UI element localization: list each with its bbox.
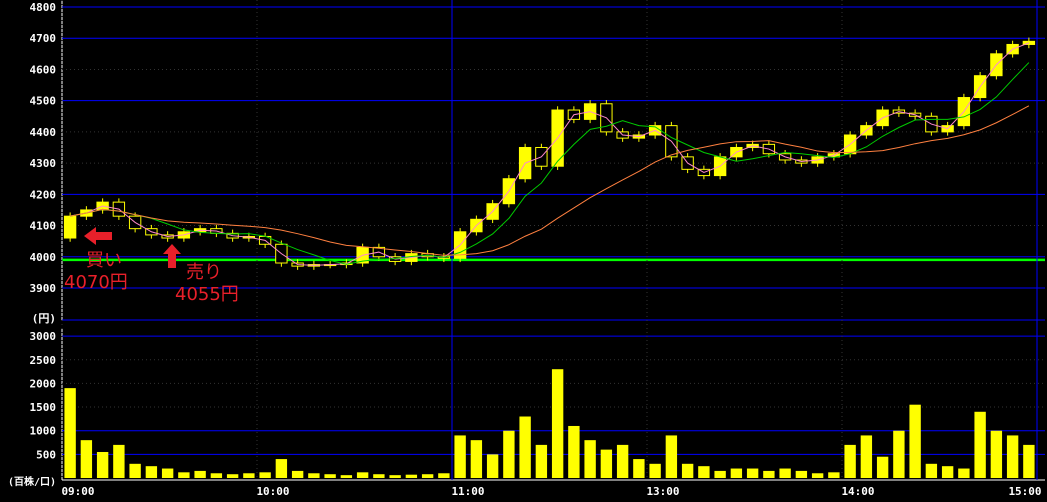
volume-bar	[291, 470, 304, 478]
volume-tick-label: 3000	[30, 330, 57, 343]
volume-bar	[681, 463, 694, 478]
volume-tick-label: 1000	[30, 425, 57, 438]
volume-bar	[1006, 435, 1019, 478]
sell-label: 売り	[186, 262, 222, 283]
volume-bar	[470, 440, 483, 478]
volume-bar	[308, 473, 320, 478]
volume-bar	[324, 474, 336, 478]
time-tick-label: 09:00	[61, 485, 94, 498]
volume-bar	[356, 472, 369, 478]
volume-bar	[64, 388, 76, 478]
volume-unit: (百株/口)	[8, 475, 56, 488]
volume-bar	[665, 435, 678, 478]
time-tick-label: 11:00	[451, 485, 484, 498]
volume-bar	[584, 440, 596, 478]
volume-bar	[1023, 444, 1035, 478]
price-tick-label: 4000	[30, 251, 57, 264]
volume-bar	[649, 463, 661, 478]
time-tick-label: 10:00	[256, 485, 289, 498]
volume-bar	[503, 430, 515, 478]
volume-bar	[893, 430, 905, 478]
volume-bar	[96, 451, 109, 478]
volume-bar	[178, 472, 190, 478]
volume-bar	[714, 470, 726, 478]
volume-bar	[129, 463, 141, 478]
price-tick-label: 4200	[30, 188, 57, 201]
arrow-up-icon	[163, 244, 181, 268]
buy-label: 買い	[86, 250, 122, 271]
price-tick-label: 4800	[30, 1, 57, 14]
volume-bar	[405, 474, 418, 478]
volume-bar	[860, 435, 873, 478]
price-tick-label: 4600	[30, 63, 57, 76]
volume-bar	[698, 466, 710, 478]
ma-short-line	[70, 42, 1030, 266]
volume-bar	[113, 444, 125, 478]
volume-bar	[259, 472, 271, 478]
ma-long-line	[70, 105, 1030, 256]
volume-bar	[925, 463, 938, 478]
volume-bar	[389, 475, 401, 478]
time-tick-label: 14:00	[841, 485, 874, 498]
candle-body	[63, 215, 77, 239]
volume-bar	[568, 425, 580, 478]
volume-bar	[811, 473, 824, 478]
price-tick-label: 4500	[30, 95, 57, 108]
volume-bar	[941, 466, 954, 478]
volume-bar	[633, 459, 645, 478]
volume-bar	[958, 468, 970, 478]
volume-tick-label: 500	[36, 448, 56, 461]
volume-bar	[876, 456, 889, 478]
time-tick-label: 15:00	[1008, 485, 1041, 498]
volume-bar	[990, 430, 1003, 478]
volume-bar	[600, 449, 613, 478]
volume-bar	[340, 475, 353, 478]
volume-bar	[373, 474, 385, 478]
time-tick-label: 13:00	[646, 485, 679, 498]
volume-bar	[828, 472, 840, 478]
sell-price-label: 4055円	[175, 284, 239, 305]
arrow-left-icon	[84, 227, 112, 245]
volume-bar	[243, 473, 255, 478]
volume-bar	[909, 404, 921, 478]
volume-bar	[486, 454, 499, 478]
volume-bar	[535, 444, 548, 478]
volume-bar	[226, 474, 239, 478]
volume-bar	[763, 470, 775, 478]
buy-price-label: 4070円	[64, 272, 128, 293]
volume-bar	[438, 473, 450, 478]
volume-bar	[730, 468, 743, 478]
volume-bar	[519, 416, 531, 478]
price-unit: (円)	[32, 312, 56, 325]
volume-tick-label: 2500	[30, 354, 57, 367]
volume-bar	[454, 435, 466, 478]
volume-bar	[779, 468, 791, 478]
volume-bar	[210, 473, 223, 478]
volume-bar	[194, 470, 206, 478]
volume-bar	[616, 444, 629, 478]
volume-tick-label: 1500	[30, 401, 57, 414]
price-tick-label: 3900	[30, 282, 57, 295]
volume-tick-label: 2000	[30, 377, 57, 390]
volume-bar	[80, 440, 93, 478]
volume-bar	[551, 369, 564, 478]
volume-bar	[795, 470, 808, 478]
volume-bar	[145, 466, 158, 478]
price-tick-label: 4100	[30, 220, 57, 233]
volume-bar	[161, 468, 174, 478]
ma-mid-line	[70, 62, 1030, 265]
volume-bar	[275, 459, 288, 478]
volume-bar	[421, 474, 434, 478]
price-tick-label: 4700	[30, 32, 57, 45]
volume-bar	[746, 468, 759, 478]
volume-bar	[844, 444, 856, 478]
volume-bar	[974, 411, 986, 478]
price-tick-label: 4400	[30, 126, 57, 139]
price-tick-label: 4300	[30, 157, 57, 170]
